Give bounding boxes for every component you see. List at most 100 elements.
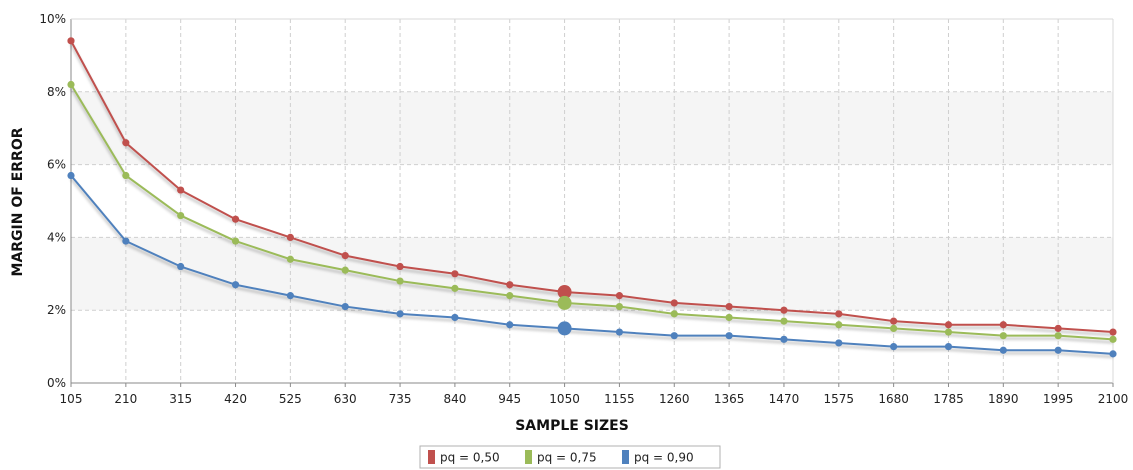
data-point xyxy=(557,295,572,310)
x-tick-label: 1470 xyxy=(769,392,800,406)
plot-band xyxy=(71,237,1113,311)
y-tick-labels: 0% 2% 4% 6% 8% 10% xyxy=(39,12,66,390)
data-point xyxy=(670,332,678,340)
data-point xyxy=(396,262,404,271)
data-point xyxy=(1054,324,1062,332)
data-point xyxy=(451,284,459,292)
series-line-shadow xyxy=(69,86,1114,344)
data-point xyxy=(725,332,733,340)
plot-bands xyxy=(71,19,1113,383)
x-tick-label: 1890 xyxy=(988,392,1019,406)
series-line xyxy=(70,40,1114,334)
plot-band xyxy=(71,91,1113,165)
y-tick-label: 10% xyxy=(39,12,66,26)
series-line-shadow xyxy=(69,43,1114,337)
x-tick-label: 840 xyxy=(443,392,466,406)
y-tick-label: 6% xyxy=(47,158,66,172)
series-line-shadow xyxy=(69,177,1114,359)
data-point xyxy=(670,299,678,307)
data-point xyxy=(999,321,1007,329)
data-point xyxy=(835,310,843,318)
data-point xyxy=(177,211,185,220)
x-tick-label: 1680 xyxy=(878,392,909,406)
data-point xyxy=(725,313,733,322)
data-point xyxy=(890,324,898,332)
data-point xyxy=(670,310,678,318)
data-point xyxy=(780,306,788,314)
data-point xyxy=(506,321,514,329)
axes xyxy=(70,18,1114,387)
data-point xyxy=(67,171,75,180)
x-tick-labels: 105 210 315 420 525 630 735 840 945 1050 1155 1260 1… xyxy=(60,392,1129,406)
series-2 xyxy=(67,80,1117,344)
series-layer xyxy=(67,37,1117,359)
y-tick-label: 4% xyxy=(47,230,66,244)
data-point xyxy=(122,171,130,180)
data-point xyxy=(396,310,404,318)
x-tick-label: 630 xyxy=(334,392,357,406)
data-point xyxy=(122,237,130,245)
data-point xyxy=(557,285,572,299)
data-point xyxy=(557,321,572,336)
data-point xyxy=(286,233,294,241)
legend-swatch xyxy=(428,450,435,464)
data-point xyxy=(451,313,459,322)
data-point xyxy=(231,237,240,245)
x-tick-label: 1785 xyxy=(933,392,964,406)
y-axis-title: MARGIN OF ERROR xyxy=(10,127,26,276)
data-point xyxy=(1109,335,1117,343)
series-3 xyxy=(67,171,1117,359)
data-point xyxy=(780,335,788,343)
data-point xyxy=(890,317,898,325)
legend-swatch xyxy=(525,450,532,464)
data-point xyxy=(67,80,75,89)
data-point xyxy=(999,332,1007,340)
x-tick-label: 1260 xyxy=(659,392,690,406)
plot-background xyxy=(71,19,1113,383)
data-point xyxy=(780,317,788,325)
x-tick-label: 1575 xyxy=(824,392,855,406)
x-tick-label: 420 xyxy=(224,392,247,406)
data-point xyxy=(1109,350,1117,358)
series-line xyxy=(70,84,1114,341)
data-point xyxy=(286,255,294,263)
x-tick-label: 105 xyxy=(60,392,83,406)
x-tick-label: 945 xyxy=(498,392,521,406)
data-point xyxy=(231,215,240,223)
data-point xyxy=(341,252,349,260)
legend-label: pq = 0,50 xyxy=(440,451,500,465)
y-tick-label: 2% xyxy=(47,303,66,317)
x-tick-label: 525 xyxy=(279,392,302,406)
data-point xyxy=(286,292,294,300)
series-1 xyxy=(67,37,1117,337)
data-point xyxy=(944,343,953,351)
data-point xyxy=(944,328,953,336)
legend-label: pq = 0,75 xyxy=(537,451,597,465)
data-point xyxy=(725,302,733,311)
data-point xyxy=(506,292,514,300)
data-point xyxy=(1109,328,1117,336)
legend-box xyxy=(419,445,721,469)
data-point xyxy=(615,302,624,311)
x-tick-label: 315 xyxy=(169,392,192,406)
legend: pq = 0,50 pq = 0,75 pq = 0,90 xyxy=(419,445,721,469)
x-tick-label: 2100 xyxy=(1098,392,1129,406)
data-point xyxy=(835,321,843,329)
data-point xyxy=(1054,346,1062,354)
data-point xyxy=(506,281,514,289)
x-tick-label: 1050 xyxy=(549,392,580,406)
data-point xyxy=(999,346,1007,354)
data-point xyxy=(341,302,349,311)
x-tick-label: 735 xyxy=(389,392,412,406)
series-line xyxy=(70,174,1114,355)
x-tick-label: 1995 xyxy=(1043,392,1074,406)
legend-swatch xyxy=(622,450,629,464)
x-tick-label: 1365 xyxy=(714,392,745,406)
data-point xyxy=(1054,332,1062,340)
y-tick-label: 0% xyxy=(47,376,66,390)
data-point xyxy=(177,186,185,194)
data-point xyxy=(177,262,185,271)
x-tick-label: 210 xyxy=(114,392,137,406)
data-point xyxy=(615,292,624,300)
